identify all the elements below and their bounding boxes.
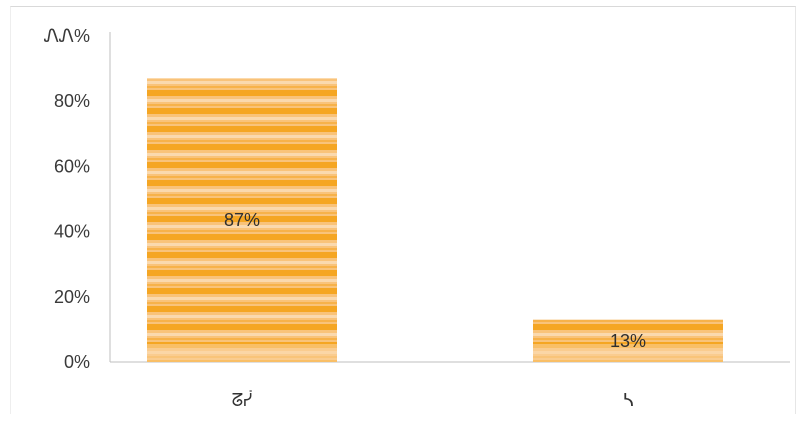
category-label: ᓴ	[623, 390, 634, 410]
bar	[147, 78, 337, 362]
y-tick-label: 0%	[64, 352, 90, 372]
y-tick-label: 20%	[54, 287, 90, 307]
data-label: 13%	[610, 331, 646, 351]
bar-base-shade	[147, 344, 337, 362]
y-tick-label: 60%	[54, 156, 90, 176]
y-tick-label: ᏁᏁ%	[44, 26, 90, 46]
bar-base-shade	[533, 344, 723, 362]
chart-frame	[10, 6, 796, 414]
bar-group	[147, 78, 723, 362]
category-label: ᘔᓮ	[232, 389, 253, 410]
y-tick-label: 80%	[54, 91, 90, 111]
label-group: 87% ᘔᓮ 13% ᓴ	[224, 210, 646, 410]
y-tick-label: 40%	[54, 222, 90, 242]
data-label: 87%	[224, 210, 260, 230]
